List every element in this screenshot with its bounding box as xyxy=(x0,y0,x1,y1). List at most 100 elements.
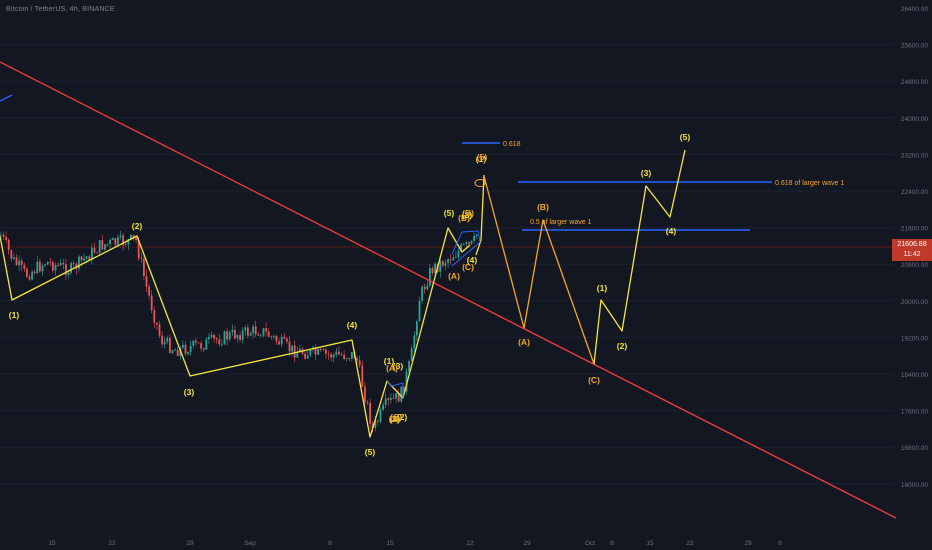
candle-body xyxy=(434,263,436,274)
projected-corrective-label: (A) xyxy=(518,337,530,347)
candle-body xyxy=(26,268,28,277)
wave-label: (B) xyxy=(462,208,474,218)
candle-body xyxy=(31,271,33,280)
price-tick: 21600.00 xyxy=(901,226,928,233)
candle-body xyxy=(371,423,374,428)
candle-body xyxy=(291,345,293,352)
candle-body xyxy=(343,354,345,359)
price-tick: 24000.00 xyxy=(901,116,928,123)
candle-body xyxy=(296,352,299,358)
wave-label: (1) xyxy=(384,356,395,366)
wave-label: (5) xyxy=(477,152,488,162)
candle-body xyxy=(88,256,91,261)
elliott-wave-paths xyxy=(0,149,686,438)
candle-body xyxy=(0,234,2,236)
candle-body xyxy=(54,265,57,271)
candle-body xyxy=(351,351,353,359)
candle-body xyxy=(36,261,39,274)
time-tick: 8 xyxy=(610,540,614,547)
candle-body xyxy=(176,349,179,357)
candle-body xyxy=(96,252,98,254)
candle-body xyxy=(98,240,101,253)
candle-body xyxy=(67,272,70,275)
price-tick: 23200.00 xyxy=(901,152,928,159)
candle-body xyxy=(124,244,127,246)
candle-body xyxy=(413,335,416,349)
candle-body xyxy=(210,334,213,338)
candle-body xyxy=(447,259,449,264)
candle-body xyxy=(5,236,7,240)
time-tick: 22 xyxy=(466,540,474,547)
candle-body xyxy=(234,329,236,339)
candle-body xyxy=(114,238,117,245)
candle-body xyxy=(366,402,369,404)
candle-body xyxy=(70,263,72,273)
candle-body xyxy=(218,339,221,345)
candle-body xyxy=(119,235,122,238)
candle-body xyxy=(392,398,395,399)
candle-body xyxy=(403,386,405,392)
candle-body xyxy=(273,335,275,337)
price-tick: 17600.00 xyxy=(901,409,928,416)
fib-label: 0.618 xyxy=(503,141,521,148)
candle-body xyxy=(223,331,226,345)
candle-body xyxy=(314,347,317,355)
wave-label: (5) xyxy=(444,208,455,218)
candle-body xyxy=(390,398,392,400)
candle-body xyxy=(322,349,325,351)
candle-body xyxy=(442,261,444,266)
wave-label: (A) xyxy=(386,363,398,373)
candle-body xyxy=(382,404,384,410)
wave-label: (C) xyxy=(390,412,402,422)
candle-body xyxy=(184,344,187,354)
wedge-lines xyxy=(386,380,404,398)
candle-body xyxy=(2,234,5,237)
time-tick: Oct xyxy=(585,540,595,547)
candle-body xyxy=(332,354,335,358)
candle-body xyxy=(299,348,301,353)
projected-impulse-label: (2) xyxy=(617,341,628,351)
price-tick: 19200.00 xyxy=(901,335,928,342)
candle-body xyxy=(122,235,124,246)
candle-body xyxy=(83,258,85,261)
wave-label: (4) xyxy=(390,414,401,424)
historical-wave-path xyxy=(0,227,471,438)
candle-body xyxy=(182,344,184,348)
fib-label: 0.618 of larger wave 1 xyxy=(775,180,844,187)
candle-body xyxy=(460,244,462,251)
projected-impulse-label: (3) xyxy=(641,168,652,178)
wave-label: (4) xyxy=(347,320,358,330)
candle-body xyxy=(431,267,434,274)
candle-body xyxy=(39,261,41,272)
candle-body xyxy=(306,355,309,359)
candle-body xyxy=(91,247,93,261)
wave-label: (1) xyxy=(476,154,487,164)
current-price-value: 21606.88 xyxy=(897,241,927,248)
candle-body xyxy=(369,403,371,424)
candle-body xyxy=(195,340,197,343)
candle-body xyxy=(288,341,291,352)
candle-body xyxy=(317,348,319,355)
candle-body xyxy=(426,285,429,290)
candle-body xyxy=(361,365,364,387)
candle-body xyxy=(158,324,161,336)
candle-body xyxy=(293,345,296,358)
time-tick: 22 xyxy=(686,540,694,547)
candle-body xyxy=(444,263,447,266)
candle-body xyxy=(228,332,231,340)
candle-body xyxy=(174,349,176,351)
candle-body xyxy=(429,267,431,286)
time-tick: 6 xyxy=(778,540,782,547)
candle-body xyxy=(421,286,423,301)
candle-body xyxy=(374,420,377,428)
candle-body xyxy=(267,331,270,337)
candle-body xyxy=(117,237,119,245)
candle-body xyxy=(356,358,358,361)
candle-body xyxy=(132,234,135,238)
candle-body xyxy=(423,286,426,290)
candle-body xyxy=(197,342,200,344)
candle-body xyxy=(101,240,104,250)
candle-body xyxy=(156,322,158,325)
wave-label: (1) xyxy=(9,310,20,320)
